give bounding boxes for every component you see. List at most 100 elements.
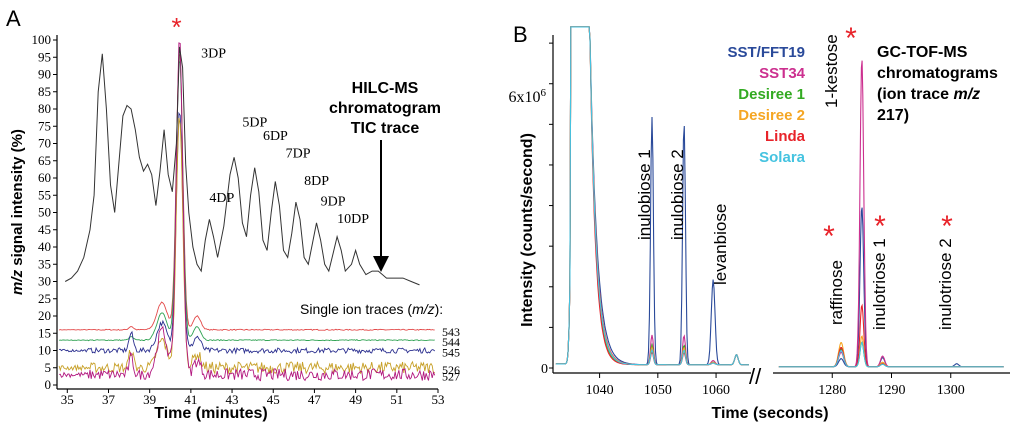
a-y-tick-label: 100 [32,32,52,47]
b-star-marker: * [845,22,857,55]
panel-b-chart: // 0 1040 1050 1060 1280 1290 1300 inulobiose… [509,22,1010,422]
a-y-tick-label: 20 [38,308,51,323]
single-ion-title-text: Single ion traces ( [300,301,412,317]
a-y-tick-label: 5 [45,360,52,375]
a-peak-label: 6DP [263,129,288,144]
b-series-right-0 [778,207,1004,368]
a-y-tick-label: 60 [38,170,51,185]
panel-b-x-label: Time (seconds) [711,405,828,422]
b-legend-entry: SST34 [759,65,806,82]
panel-a-arrow-head [373,256,389,272]
a-peak-label: 8DP [304,174,329,189]
b-y-zero-label: 0 [541,362,548,377]
b-series-right-3 [778,335,1004,368]
a-x-tick-label: 51 [390,392,403,407]
a-y-tick-label: 55 [38,187,51,202]
panel-a-star-marker: * [172,12,182,42]
panel-b-axis-break: // [749,364,762,389]
a-peak-label: 10DP [337,212,369,227]
b-legend-entry: Solara [759,149,806,166]
b-star-marker: * [823,220,835,253]
a-ion-label-527: 527 [442,370,460,384]
a-peak-label: 4DP [209,191,234,206]
b-legend-entry: Linda [765,128,806,145]
b-series-right-2 [778,341,1004,368]
a-x-tick-label: 53 [432,392,445,407]
panel-a-title-line-1: HILC-MS [352,80,419,97]
a-y-tick-label: 30 [38,274,51,289]
b-legend-entry: Desiree 1 [738,86,805,103]
panel-a-y-label: m/z signal intensity (%) [9,129,26,295]
panel-a-title-line-2: chromatogram [329,100,441,117]
a-peak-label: 3DP [201,46,226,61]
panel-a-x-label: Time (minutes) [154,405,268,422]
a-ion-trace-545 [59,111,436,355]
a-x-tick-label: 47 [308,392,322,407]
b-x-tick-label-left: 1040 [586,383,614,398]
panel-label-b: B [513,22,528,47]
a-x-tick-label: 49 [349,392,362,407]
a-x-tick-label: 39 [143,392,156,407]
a-y-tick-label: 40 [38,239,51,254]
panel-b-title-italic: m/z [953,86,980,103]
a-y-tick-label: 45 [38,222,51,237]
a-x-tick-label: 43 [226,392,239,407]
panel-b-title-line-3-text: (ion trace [877,86,953,103]
a-ion-trace-527 [59,42,436,382]
a-y-tick-label: 85 [38,84,51,99]
a-x-tick-label: 37 [102,392,116,407]
b-series-right-4 [778,303,1004,368]
b-x-tick-label-right: 1280 [818,383,846,398]
a-y-tick-label: 35 [38,256,51,271]
b-peak-label: inulotriose 1 [870,238,889,330]
panel-b-title-line-1: GC-TOF-MS [877,44,968,61]
panel-b-y-value: 6x10 [509,89,541,106]
a-y-tick-label: 10 [38,343,51,358]
b-x-tick-label-right: 1290 [878,383,906,398]
a-ion-trace-544 [59,61,435,342]
panel-a-chart: 0 5 10 15 20 25 30 35 40 45 50 55 60 65 70 75 80 85 90 95 10… [9,12,460,422]
b-x-tick-label-right: 1300 [937,383,965,398]
a-y-tick-label: 95 [38,49,51,64]
a-x-tick-label: 45 [267,392,280,407]
b-x-tick-label-left: 1060 [702,383,730,398]
a-peak-label: 5DP [242,115,267,130]
a-ion-label-526: 526 [442,363,460,377]
a-ion-label-544: 544 [442,335,460,349]
a-tic-trace [64,46,420,286]
a-y-tick-label: 0 [45,377,52,392]
a-y-tick-label: 75 [38,118,51,133]
b-peak-label: inulotriose 2 [936,238,955,330]
panel-b-y-label: Intensity (counts/second) [519,133,536,327]
a-ion-label-545: 545 [442,346,460,360]
a-y-tick-label: 80 [38,101,51,116]
panel-a-single-ion-title: Single ion traces (m/z): [300,301,443,317]
b-star-marker: * [941,210,953,243]
b-legend-entry: Desiree 2 [738,107,805,124]
b-peak-label: raffinose [827,260,846,325]
b-peak-label: 1-kestose [822,34,841,108]
a-x-tick-label: 41 [184,392,197,407]
a-peak-label: 7DP [286,146,311,161]
a-peak-label: 9DP [321,195,346,210]
a-ion-label-543: 543 [442,325,460,339]
single-ion-title-end: ): [435,301,444,317]
panel-b-title-line-2: chromatograms [877,65,998,82]
panel-b-y-value-label: 6x106 [509,87,547,106]
b-x-tick-label-left: 1050 [644,383,672,398]
panel-b-title-line-4: 217) [877,107,909,124]
b-peak-label: inulobiose 2 [668,149,687,240]
panel-label-a: A [6,6,21,31]
b-peak-label: inulobiose 1 [635,149,654,240]
a-y-tick-label: 25 [38,291,51,306]
a-ion-trace-526 [58,117,436,376]
b-star-marker: * [874,210,886,243]
b-series-left-5 [555,26,749,366]
a-y-tick-label: 65 [38,153,51,168]
b-peak-label: levanbiose [711,204,730,285]
panel-a-title-line-3: TIC trace [351,120,420,137]
a-ion-trace-543 [58,54,435,331]
b-legend-entry: SST/FFT19 [727,44,805,61]
a-y-tick-label: 90 [38,67,51,82]
